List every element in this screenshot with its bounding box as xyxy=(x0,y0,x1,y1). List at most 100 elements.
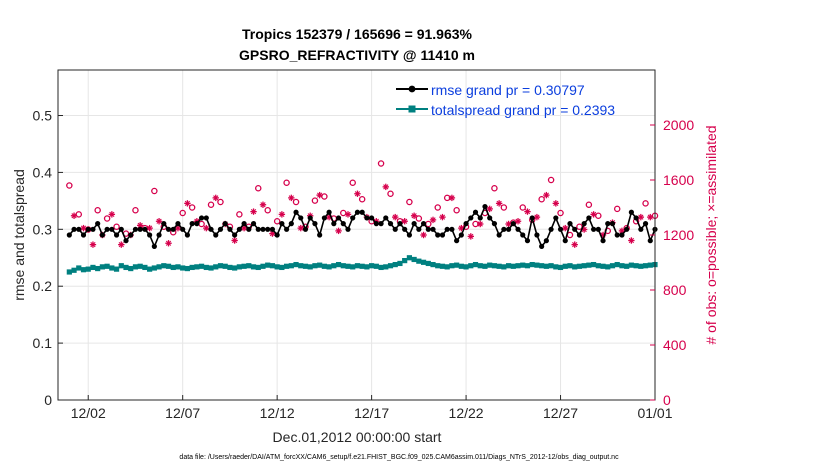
legend-rmse-marker xyxy=(408,85,416,93)
spread-point xyxy=(364,264,370,270)
y-left-tick-label: 0.2 xyxy=(33,278,53,294)
rmse-point xyxy=(184,232,191,238)
obs-possible-point xyxy=(349,179,356,186)
rmse-point xyxy=(581,221,587,227)
rmse-point xyxy=(487,215,493,221)
rmse-point xyxy=(350,215,356,221)
y-left-tick-label: 0.3 xyxy=(33,221,53,237)
spread-point xyxy=(250,264,257,270)
rmse-point xyxy=(217,226,224,232)
obs-assimilated-point xyxy=(477,220,484,228)
obs-assimilated-point xyxy=(590,211,597,218)
spread-point xyxy=(543,263,549,269)
rmse-point xyxy=(317,232,323,238)
spread-point xyxy=(515,263,521,269)
rmse-point xyxy=(435,232,441,238)
rmse-point xyxy=(463,221,469,227)
spread-point xyxy=(184,265,191,272)
obs-assimilated-point xyxy=(80,224,87,232)
spread-point xyxy=(90,264,96,271)
rmse-point xyxy=(104,226,110,232)
obs-assimilated-point xyxy=(344,211,352,218)
spread-point xyxy=(232,265,238,271)
obs-assimilated-point xyxy=(297,224,304,232)
spread-point xyxy=(317,262,323,268)
spread-point xyxy=(80,267,87,273)
obs-possible-point xyxy=(255,184,262,192)
obs-assimilated-point xyxy=(580,226,588,233)
spread-point xyxy=(548,263,554,269)
spread-point xyxy=(397,260,403,267)
spread-point xyxy=(444,264,450,270)
spread-point xyxy=(501,264,507,270)
rmse-point xyxy=(510,221,516,227)
rmse-point xyxy=(524,238,531,244)
rmse-point xyxy=(491,221,498,227)
spread-point xyxy=(468,263,474,269)
obs-possible-point xyxy=(273,217,281,225)
obs-assimilated-series xyxy=(70,183,654,248)
rmse-point xyxy=(95,221,101,227)
obs-assimilated-point xyxy=(486,205,493,213)
rmse-point xyxy=(321,215,327,221)
y-left-tick-label: 0.4 xyxy=(33,164,53,180)
rmse-point xyxy=(543,238,549,244)
obs-assimilated-point xyxy=(392,213,399,221)
rmse-point xyxy=(383,215,389,221)
spread-point xyxy=(609,263,616,269)
spread-point xyxy=(439,263,446,269)
chart-title-line2: GPSRO_REFRACTIVITY @ 11410 m xyxy=(239,47,475,63)
obs-possible-point xyxy=(415,215,423,222)
rmse-point xyxy=(175,221,181,227)
rmse-point xyxy=(194,221,200,227)
rmse-point xyxy=(99,232,105,238)
obs-assimilated-point xyxy=(146,224,153,232)
spread-point xyxy=(619,263,625,269)
rmse-point xyxy=(600,238,606,244)
obs-assimilated-point xyxy=(89,241,97,248)
rmse-point xyxy=(647,238,653,244)
obs-assimilated-point xyxy=(637,213,645,221)
obs-possible-point xyxy=(519,204,527,211)
rmse-point xyxy=(66,232,72,238)
spread-point xyxy=(66,269,72,275)
y-axis-left-label: rmse and totalspread xyxy=(11,169,27,301)
rmse-point xyxy=(572,226,578,232)
y-axis-right-ticks: 0 400 800 1200 1600 2000 xyxy=(650,117,694,408)
spread-point xyxy=(614,261,620,268)
obs-possible-point xyxy=(453,206,460,214)
rmse-point xyxy=(416,226,422,232)
obs-assimilated-point xyxy=(212,194,219,202)
x-tick-label: 12/27 xyxy=(543,405,578,421)
obs-assimilated-point xyxy=(259,201,267,208)
spread-point xyxy=(283,263,290,269)
rmse-point xyxy=(156,232,162,238)
rmse-point xyxy=(458,232,464,238)
spread-point xyxy=(406,255,412,261)
rmse-point xyxy=(378,221,384,227)
y-right-tick-label: 0 xyxy=(663,392,671,408)
obs-assimilated-point xyxy=(628,237,635,244)
rmse-point xyxy=(605,221,611,227)
spread-point xyxy=(132,264,139,270)
obs-assimilated-point xyxy=(420,231,427,239)
rmse-point xyxy=(562,238,568,244)
spread-point xyxy=(151,265,157,271)
spread-point xyxy=(307,264,313,270)
spread-point xyxy=(198,263,205,269)
obs-possible-point xyxy=(547,176,555,184)
spread-point xyxy=(170,264,176,271)
rmse-point xyxy=(567,221,573,227)
rmse-point xyxy=(633,215,639,221)
rmse-point xyxy=(369,215,375,221)
rmse-point xyxy=(619,232,625,238)
rmse-point xyxy=(128,232,134,238)
rmse-point xyxy=(392,226,398,232)
y-left-tick-label: 0 xyxy=(44,392,52,408)
totalspread-series xyxy=(66,255,658,275)
spread-point xyxy=(142,264,148,271)
rmse-point xyxy=(345,226,351,232)
obs-assimilated-point xyxy=(70,212,78,219)
spread-point xyxy=(71,267,77,273)
spread-point xyxy=(255,264,261,271)
